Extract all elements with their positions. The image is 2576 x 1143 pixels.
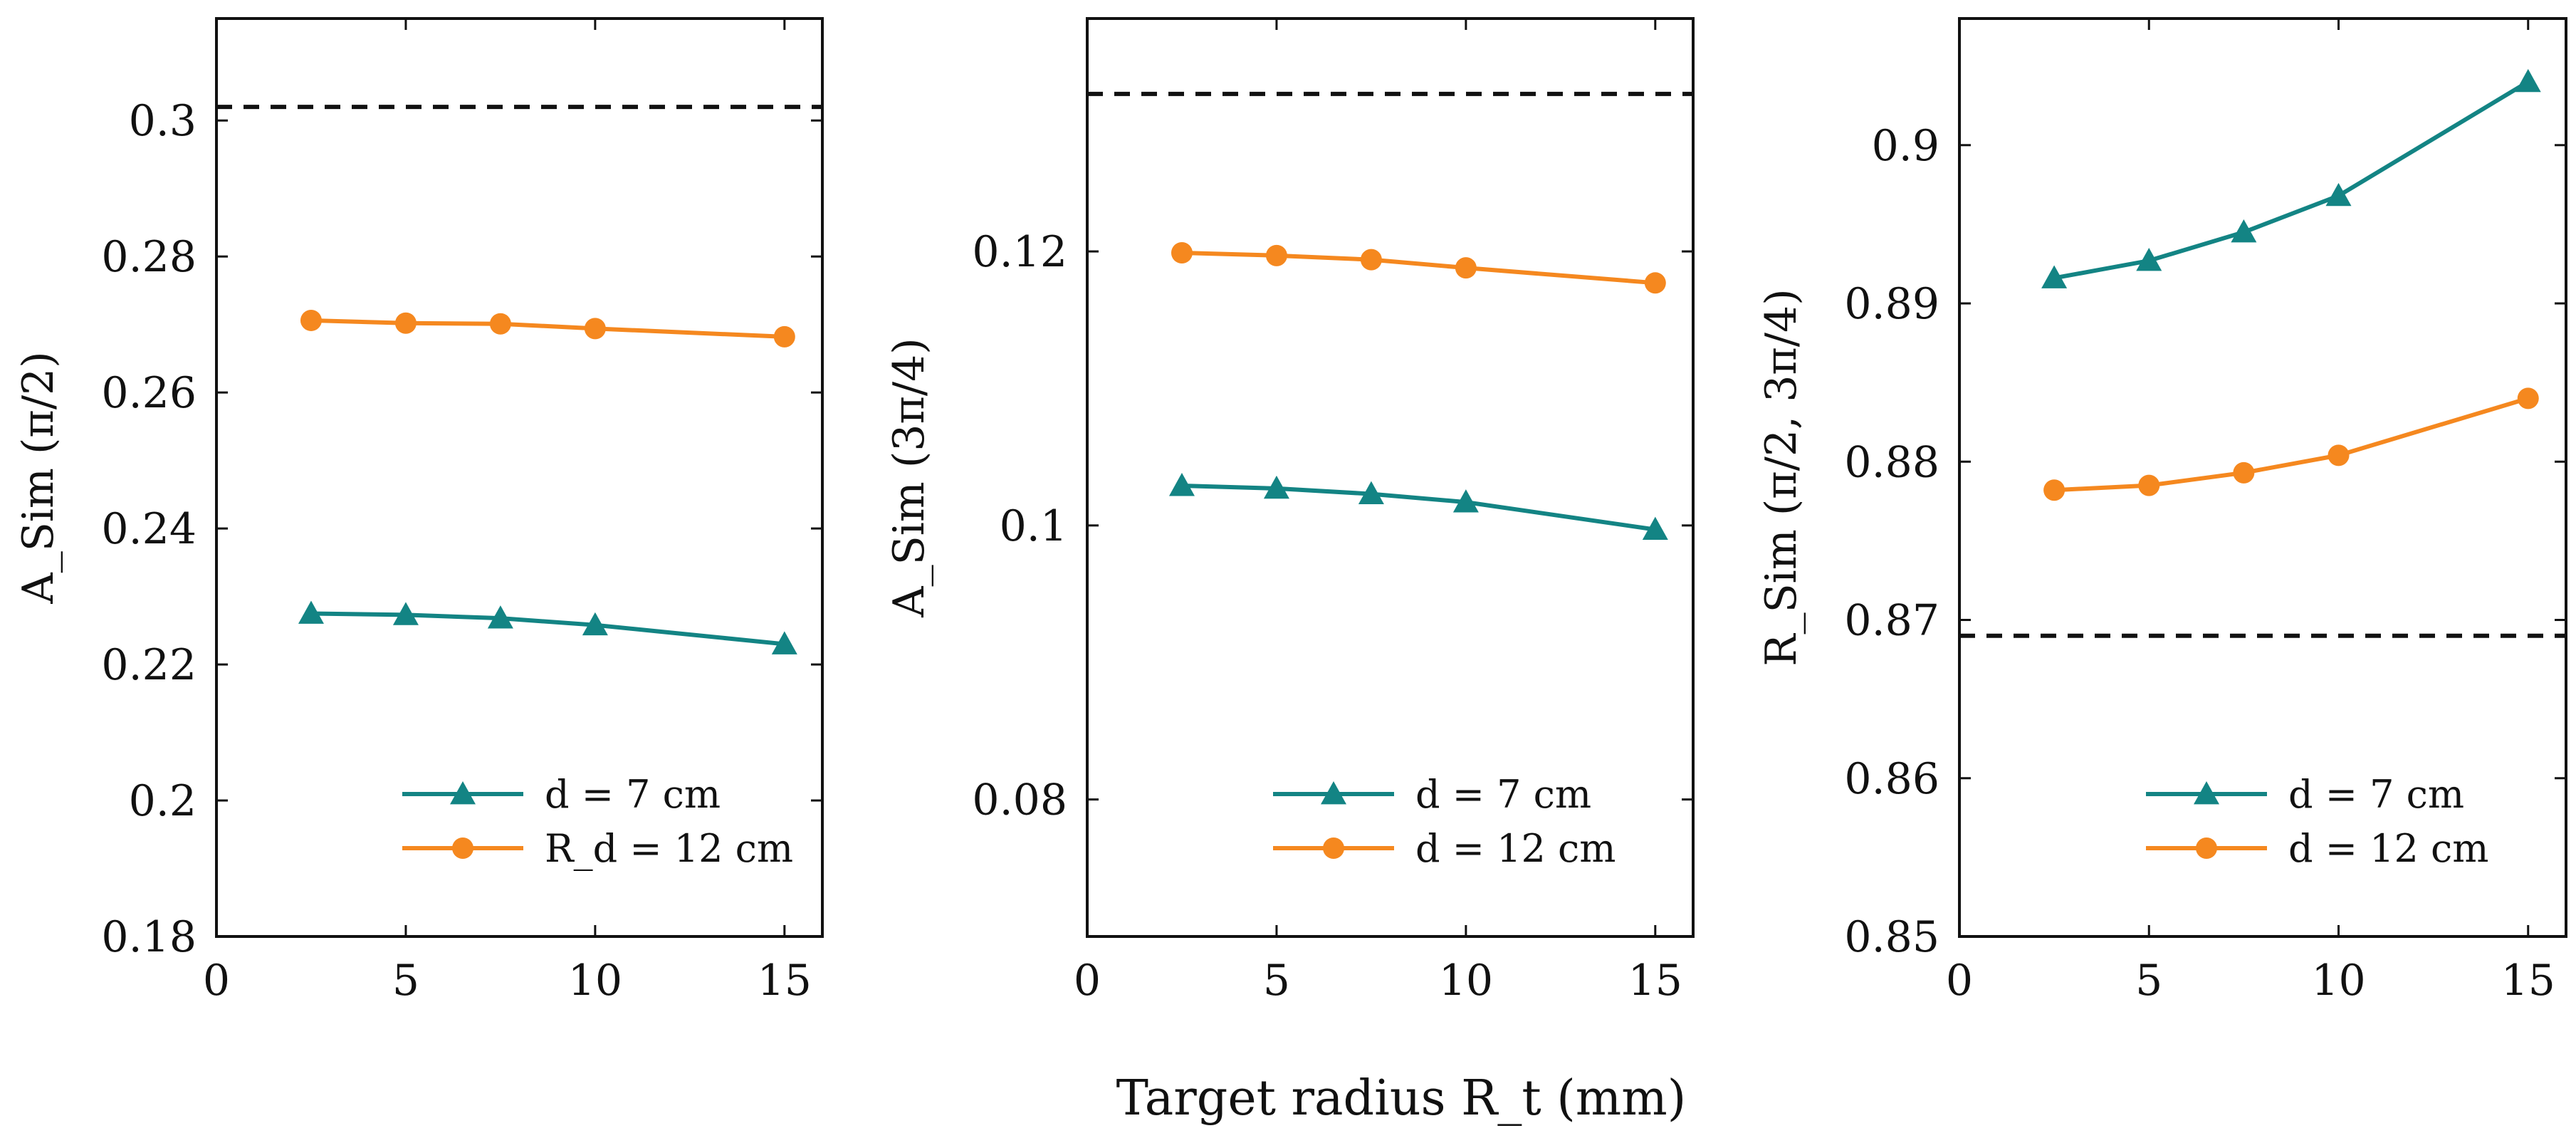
- x-tick-label: 10: [2311, 956, 2365, 1006]
- data-point-circle: [2328, 444, 2350, 466]
- data-point-triangle: [298, 600, 324, 624]
- legend-label: d = 12 cm: [1415, 826, 1616, 871]
- y-tick-label: 0.87: [1844, 596, 1939, 646]
- data-point-triangle: [2231, 219, 2257, 243]
- y-tick-label: 0.22: [101, 640, 197, 690]
- x-tick-label: 15: [2501, 956, 2555, 1006]
- data-point-circle: [773, 325, 795, 348]
- legend-label: d = 7 cm: [2288, 772, 2464, 817]
- series-line-circle: [1181, 250, 1656, 286]
- data-point-circle: [2138, 474, 2160, 496]
- y-tick-label: 0.24: [101, 504, 197, 554]
- y-tick-label: 0.12: [972, 227, 1067, 277]
- legend-marker-triangle: [2194, 781, 2219, 805]
- legend-marker-circle: [1323, 837, 1344, 859]
- legend-marker-triangle: [450, 781, 476, 805]
- data-point-triangle: [1642, 516, 1668, 541]
- x-tick-label: 0: [1074, 956, 1101, 1006]
- x-tick-label: 15: [1628, 956, 1682, 1006]
- data-point-circle: [394, 312, 417, 334]
- legend-label: d = 12 cm: [2288, 826, 2488, 871]
- x-tick-label: 15: [758, 956, 812, 1006]
- y-tick-label: 0.08: [972, 776, 1067, 825]
- y-tick-label: 0.89: [1844, 279, 1939, 329]
- legend-label: R_d = 12 cm: [545, 826, 793, 871]
- y-tick-label: 0.2: [129, 776, 197, 826]
- y-tick-label: 0.28: [101, 232, 197, 282]
- series-line-triangle: [2053, 80, 2530, 281]
- panel-2: 0 5 10 150.080.10.12A_Sim (3π/4)d = 7 cmd =…: [884, 17, 1695, 1006]
- legend: d = 7 cm d = 12 cm: [1273, 772, 1616, 871]
- series-line-circle: [310, 318, 785, 339]
- data-point-circle: [1265, 244, 1287, 266]
- panel-3: 0 5 10 15 0.85 0.86 0.87 0.88 0.89 0.9 R_Sim (π/2,…: [1756, 17, 2567, 1006]
- data-point-triangle: [1263, 475, 1289, 499]
- y-axis-title: R_Sim (π/2, 3π/4): [1756, 288, 1806, 666]
- data-point-triangle: [2136, 248, 2162, 271]
- y-tick-label: 0.85: [1844, 912, 1939, 962]
- y-tick-label: 0.18: [101, 912, 197, 962]
- y-tick-label: 0.9: [1872, 121, 1939, 171]
- data-point-triangle: [2325, 182, 2352, 207]
- data-point-circle: [300, 309, 322, 331]
- data-point-triangle: [2515, 68, 2541, 93]
- data-point-triangle: [392, 602, 419, 625]
- plot-frame: [1086, 17, 1695, 938]
- legend-marker-circle: [2196, 837, 2217, 859]
- series-line-circle: [2053, 396, 2529, 493]
- data-point-circle: [2043, 479, 2065, 501]
- series-line-triangle: [1181, 484, 1656, 532]
- y-tick-label: 0.1: [1000, 501, 1067, 551]
- y-axis-title: A_Sim (π/2): [14, 351, 63, 604]
- y-tick-label: 0.86: [1844, 754, 1939, 804]
- x-tick-label: 10: [568, 956, 622, 1006]
- data-point-circle: [2517, 387, 2539, 409]
- legend: d = 7 cm R_d = 12 cm: [402, 772, 793, 871]
- legend-label: d = 7 cm: [1415, 772, 1591, 817]
- data-point-triangle: [1358, 481, 1384, 504]
- panel-1: 0 5 10 15 0.18 0.2 0.22 0.24 0.26 0.28 0.3 A_Sim (π…: [14, 17, 824, 1006]
- y-tick-label: 0.3: [129, 96, 197, 146]
- plot-frame: [1958, 17, 2567, 938]
- legend: d = 7 cm d = 12 cm: [2146, 772, 2488, 871]
- x-tick-label: 5: [2135, 956, 2162, 1006]
- legend-marker-circle: [452, 837, 473, 859]
- data-point-triangle: [2041, 265, 2068, 288]
- data-point-triangle: [487, 605, 513, 629]
- x-tick-label: 5: [1263, 956, 1290, 1006]
- data-point-circle: [1360, 249, 1382, 271]
- data-point-circle: [1171, 241, 1193, 263]
- x-tick-label: 0: [203, 956, 230, 1006]
- x-tick-label: 5: [392, 956, 419, 1006]
- data-point-circle: [584, 318, 606, 340]
- data-point-triangle: [1452, 489, 1479, 513]
- data-point-triangle: [1168, 473, 1195, 496]
- data-point-triangle: [582, 612, 608, 636]
- x-tick-label: 0: [1946, 956, 1973, 1006]
- data-point-circle: [2233, 461, 2255, 484]
- legend-label: d = 7 cm: [545, 772, 721, 817]
- data-point-circle: [489, 313, 511, 335]
- data-point-circle: [1644, 272, 1666, 294]
- data-point-triangle: [771, 631, 797, 654]
- series-line-triangle: [310, 611, 785, 647]
- y-tick-label: 0.88: [1844, 437, 1939, 487]
- y-tick-label: 0.26: [101, 368, 197, 418]
- plot-frame: [215, 17, 824, 938]
- data-point-circle: [1455, 257, 1477, 279]
- shared-x-axis-label: Target radius R_t (mm): [1116, 1070, 1687, 1127]
- legend-marker-triangle: [1321, 781, 1346, 805]
- x-tick-label: 10: [1439, 956, 1493, 1006]
- y-axis-title: A_Sim (3π/4): [884, 338, 934, 617]
